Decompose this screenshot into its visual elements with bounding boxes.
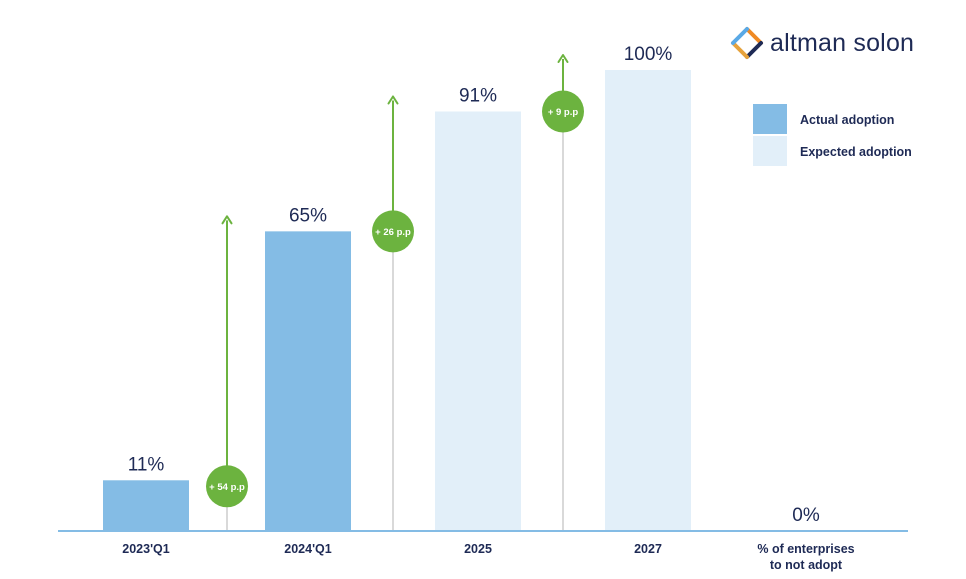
value-label-4: 0% <box>792 505 820 526</box>
legend-swatch-0 <box>753 104 787 134</box>
brand-logo-icon <box>731 27 763 59</box>
legend-swatch-1 <box>753 136 787 166</box>
increment-badge-2 <box>542 90 584 133</box>
value-label-2: 91% <box>459 85 497 106</box>
brand-logo: altman solon <box>730 26 914 60</box>
legend-label-1: Expected adoption <box>800 145 912 159</box>
category-label-4: % of enterprises to not adopt <box>757 542 854 572</box>
category-label-2: 2025 <box>464 542 492 556</box>
bar-0 <box>103 480 189 531</box>
value-label-0: 11% <box>128 454 165 475</box>
value-label-3: 100% <box>624 44 673 65</box>
bar-1 <box>265 231 351 531</box>
bar-3 <box>605 70 691 531</box>
brand-name: altman solon <box>770 28 915 57</box>
category-label-0: 2023'Q1 <box>122 542 170 556</box>
bar-2 <box>435 111 521 532</box>
increment-arrowhead-0 <box>221 215 233 225</box>
increment-badge-1 <box>372 210 414 253</box>
value-label-1: 65% <box>289 205 327 226</box>
increment-badge-0 <box>206 465 248 508</box>
increment-label-1: + 26 p.p <box>375 227 411 238</box>
category-label-3: 2027 <box>634 542 662 556</box>
increment-arrowhead-1 <box>387 95 399 105</box>
increment-label-0: + 54 p.p <box>209 482 245 493</box>
category-label-1: 2024'Q1 <box>284 542 332 556</box>
legend-label-0: Actual adoption <box>800 113 894 127</box>
increment-arrowhead-2 <box>557 54 569 63</box>
increment-label-2: + 9 p.p <box>548 107 579 118</box>
